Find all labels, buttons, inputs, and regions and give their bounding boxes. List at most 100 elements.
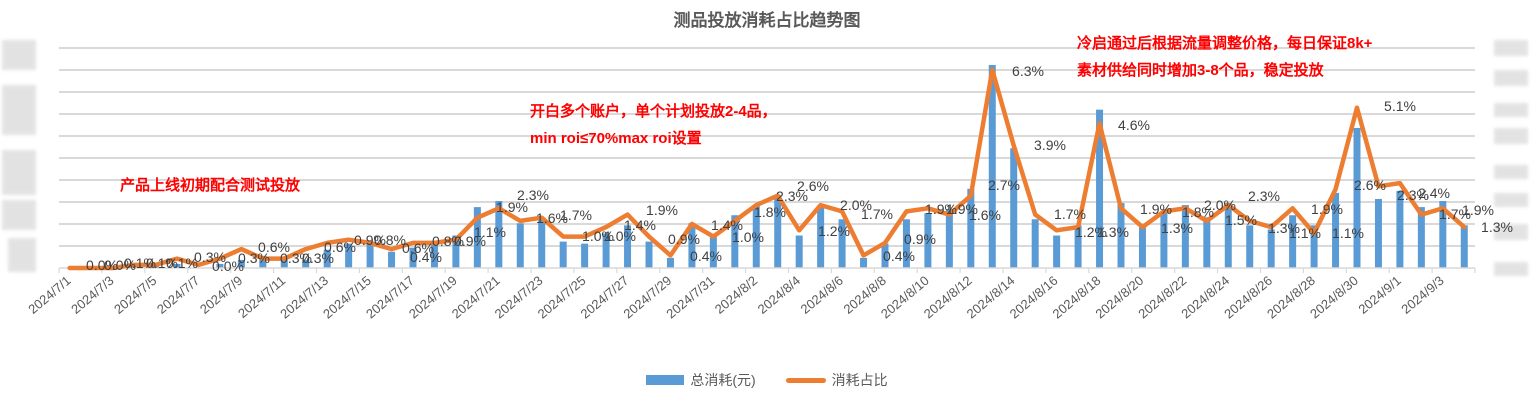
data-label: 0.0% xyxy=(104,257,136,273)
annotation-phase2-line1: 开白多个账户，单个计划投放2-4品， xyxy=(530,103,777,120)
bar[interactable] xyxy=(302,259,310,268)
line-series-spend-ratio xyxy=(67,67,1467,271)
bar[interactable] xyxy=(1460,225,1468,268)
data-label: 1.1% xyxy=(474,224,506,240)
bar[interactable] xyxy=(924,213,932,268)
bar[interactable] xyxy=(516,223,524,268)
bar[interactable] xyxy=(345,243,353,268)
bar[interactable] xyxy=(1031,219,1039,268)
data-label: 1.5% xyxy=(1225,212,1257,228)
data-label: 1.2% xyxy=(1075,224,1107,240)
data-label: 0.4% xyxy=(690,248,722,264)
bar[interactable] xyxy=(1096,109,1104,268)
data-label: 0.1% xyxy=(146,255,178,271)
bar[interactable] xyxy=(559,241,567,268)
bar[interactable] xyxy=(1010,148,1018,268)
data-label: 1.9% xyxy=(925,201,957,217)
bar[interactable] xyxy=(1224,203,1232,268)
bar[interactable] xyxy=(988,65,996,268)
bar[interactable] xyxy=(473,207,481,268)
data-label: 2.0% xyxy=(1204,197,1236,213)
bar[interactable] xyxy=(259,255,267,268)
bar[interactable] xyxy=(237,259,245,268)
bar[interactable] xyxy=(967,188,975,268)
data-label: 0.9% xyxy=(668,231,700,247)
bar[interactable] xyxy=(709,235,717,268)
bar[interactable] xyxy=(538,217,546,268)
data-label: 1.7% xyxy=(1054,206,1086,222)
bar[interactable] xyxy=(216,263,224,268)
bar[interactable] xyxy=(860,257,868,268)
data-label: 1.9% xyxy=(946,201,978,217)
bar[interactable] xyxy=(688,223,696,268)
bar[interactable] xyxy=(1160,211,1168,268)
bar[interactable] xyxy=(881,243,889,268)
data-label: 1.9% xyxy=(1311,201,1343,217)
bar[interactable] xyxy=(795,235,803,268)
legend-label-spend-ratio: 消耗占比 xyxy=(831,372,888,388)
bar[interactable] xyxy=(1203,217,1211,268)
data-label: 2.7% xyxy=(988,177,1020,193)
bar[interactable] xyxy=(1289,215,1297,268)
bar[interactable] xyxy=(366,241,374,268)
data-label: 0.4% xyxy=(883,248,915,264)
bar[interactable] xyxy=(1053,235,1061,268)
bar[interactable] xyxy=(752,205,760,268)
bar[interactable] xyxy=(838,219,846,268)
data-label: 1.0% xyxy=(732,229,764,245)
data-label: 1.9% xyxy=(1140,201,1172,217)
legend-item-total-spend[interactable]: 总消耗(元) xyxy=(646,370,756,390)
bar[interactable] xyxy=(409,247,417,268)
x-tick-label: 2024/8/2 xyxy=(712,273,760,317)
bar[interactable] xyxy=(388,251,396,268)
bar[interactable] xyxy=(1246,225,1254,268)
data-label: 1.2% xyxy=(818,223,850,239)
data-label: 0.3% xyxy=(280,250,312,266)
bar[interactable] xyxy=(1332,192,1340,268)
chart-legend: 总消耗(元) 消耗占比 xyxy=(0,370,1534,390)
annotation-phase1: 产品上线初期配合测试投放 xyxy=(120,177,301,194)
bar[interactable] xyxy=(1396,190,1404,268)
data-label: 4.6% xyxy=(1118,117,1150,133)
chart-title: 测品投放消耗占比趋势图 xyxy=(673,11,861,30)
bar[interactable] xyxy=(1181,205,1189,268)
annotation-phase3-line1: 冷启通过后根据流量调整价格，每日保证8k+ xyxy=(1077,35,1373,52)
bar[interactable] xyxy=(817,207,825,268)
bar[interactable] xyxy=(645,241,653,268)
data-label: 0.8% xyxy=(374,232,406,248)
bar[interactable] xyxy=(1439,201,1447,268)
data-label: 0.3% xyxy=(302,250,334,266)
bar[interactable] xyxy=(173,263,181,268)
bar[interactable] xyxy=(430,243,438,268)
legend-item-spend-ratio[interactable]: 消耗占比 xyxy=(785,370,888,390)
bar[interactable] xyxy=(280,257,288,268)
bar[interactable] xyxy=(1417,207,1425,268)
bar[interactable] xyxy=(1353,127,1361,269)
data-label: 2.0% xyxy=(840,197,872,213)
bar[interactable] xyxy=(581,243,589,268)
data-label: 1.9% xyxy=(496,199,528,215)
bar[interactable] xyxy=(1138,227,1146,268)
bar[interactable] xyxy=(731,215,739,268)
bar[interactable] xyxy=(1117,203,1125,268)
bar[interactable] xyxy=(774,194,782,268)
bar[interactable] xyxy=(902,219,910,268)
bar[interactable] xyxy=(1074,225,1082,268)
bar[interactable] xyxy=(624,225,632,268)
data-label: 1.9% xyxy=(646,202,678,218)
bar[interactable] xyxy=(666,257,674,268)
data-label: 1.8% xyxy=(1182,204,1214,220)
bar[interactable] xyxy=(323,249,331,268)
bar[interactable] xyxy=(452,235,460,268)
x-tick-label: 2024/7/31 xyxy=(663,273,717,322)
x-tick-label: 2024/8/6 xyxy=(798,273,846,317)
bar[interactable] xyxy=(1374,198,1382,268)
data-label: 1.6% xyxy=(536,210,568,226)
bar[interactable] xyxy=(495,201,503,268)
bar[interactable] xyxy=(1267,229,1275,268)
bar[interactable] xyxy=(1310,225,1318,268)
bar[interactable] xyxy=(602,233,610,268)
bar[interactable] xyxy=(945,209,953,268)
data-labels: 0.0%0.0%0.1%0.1%0.1%0.3%0.0%0.3%0.6%0.3%… xyxy=(86,63,1513,274)
